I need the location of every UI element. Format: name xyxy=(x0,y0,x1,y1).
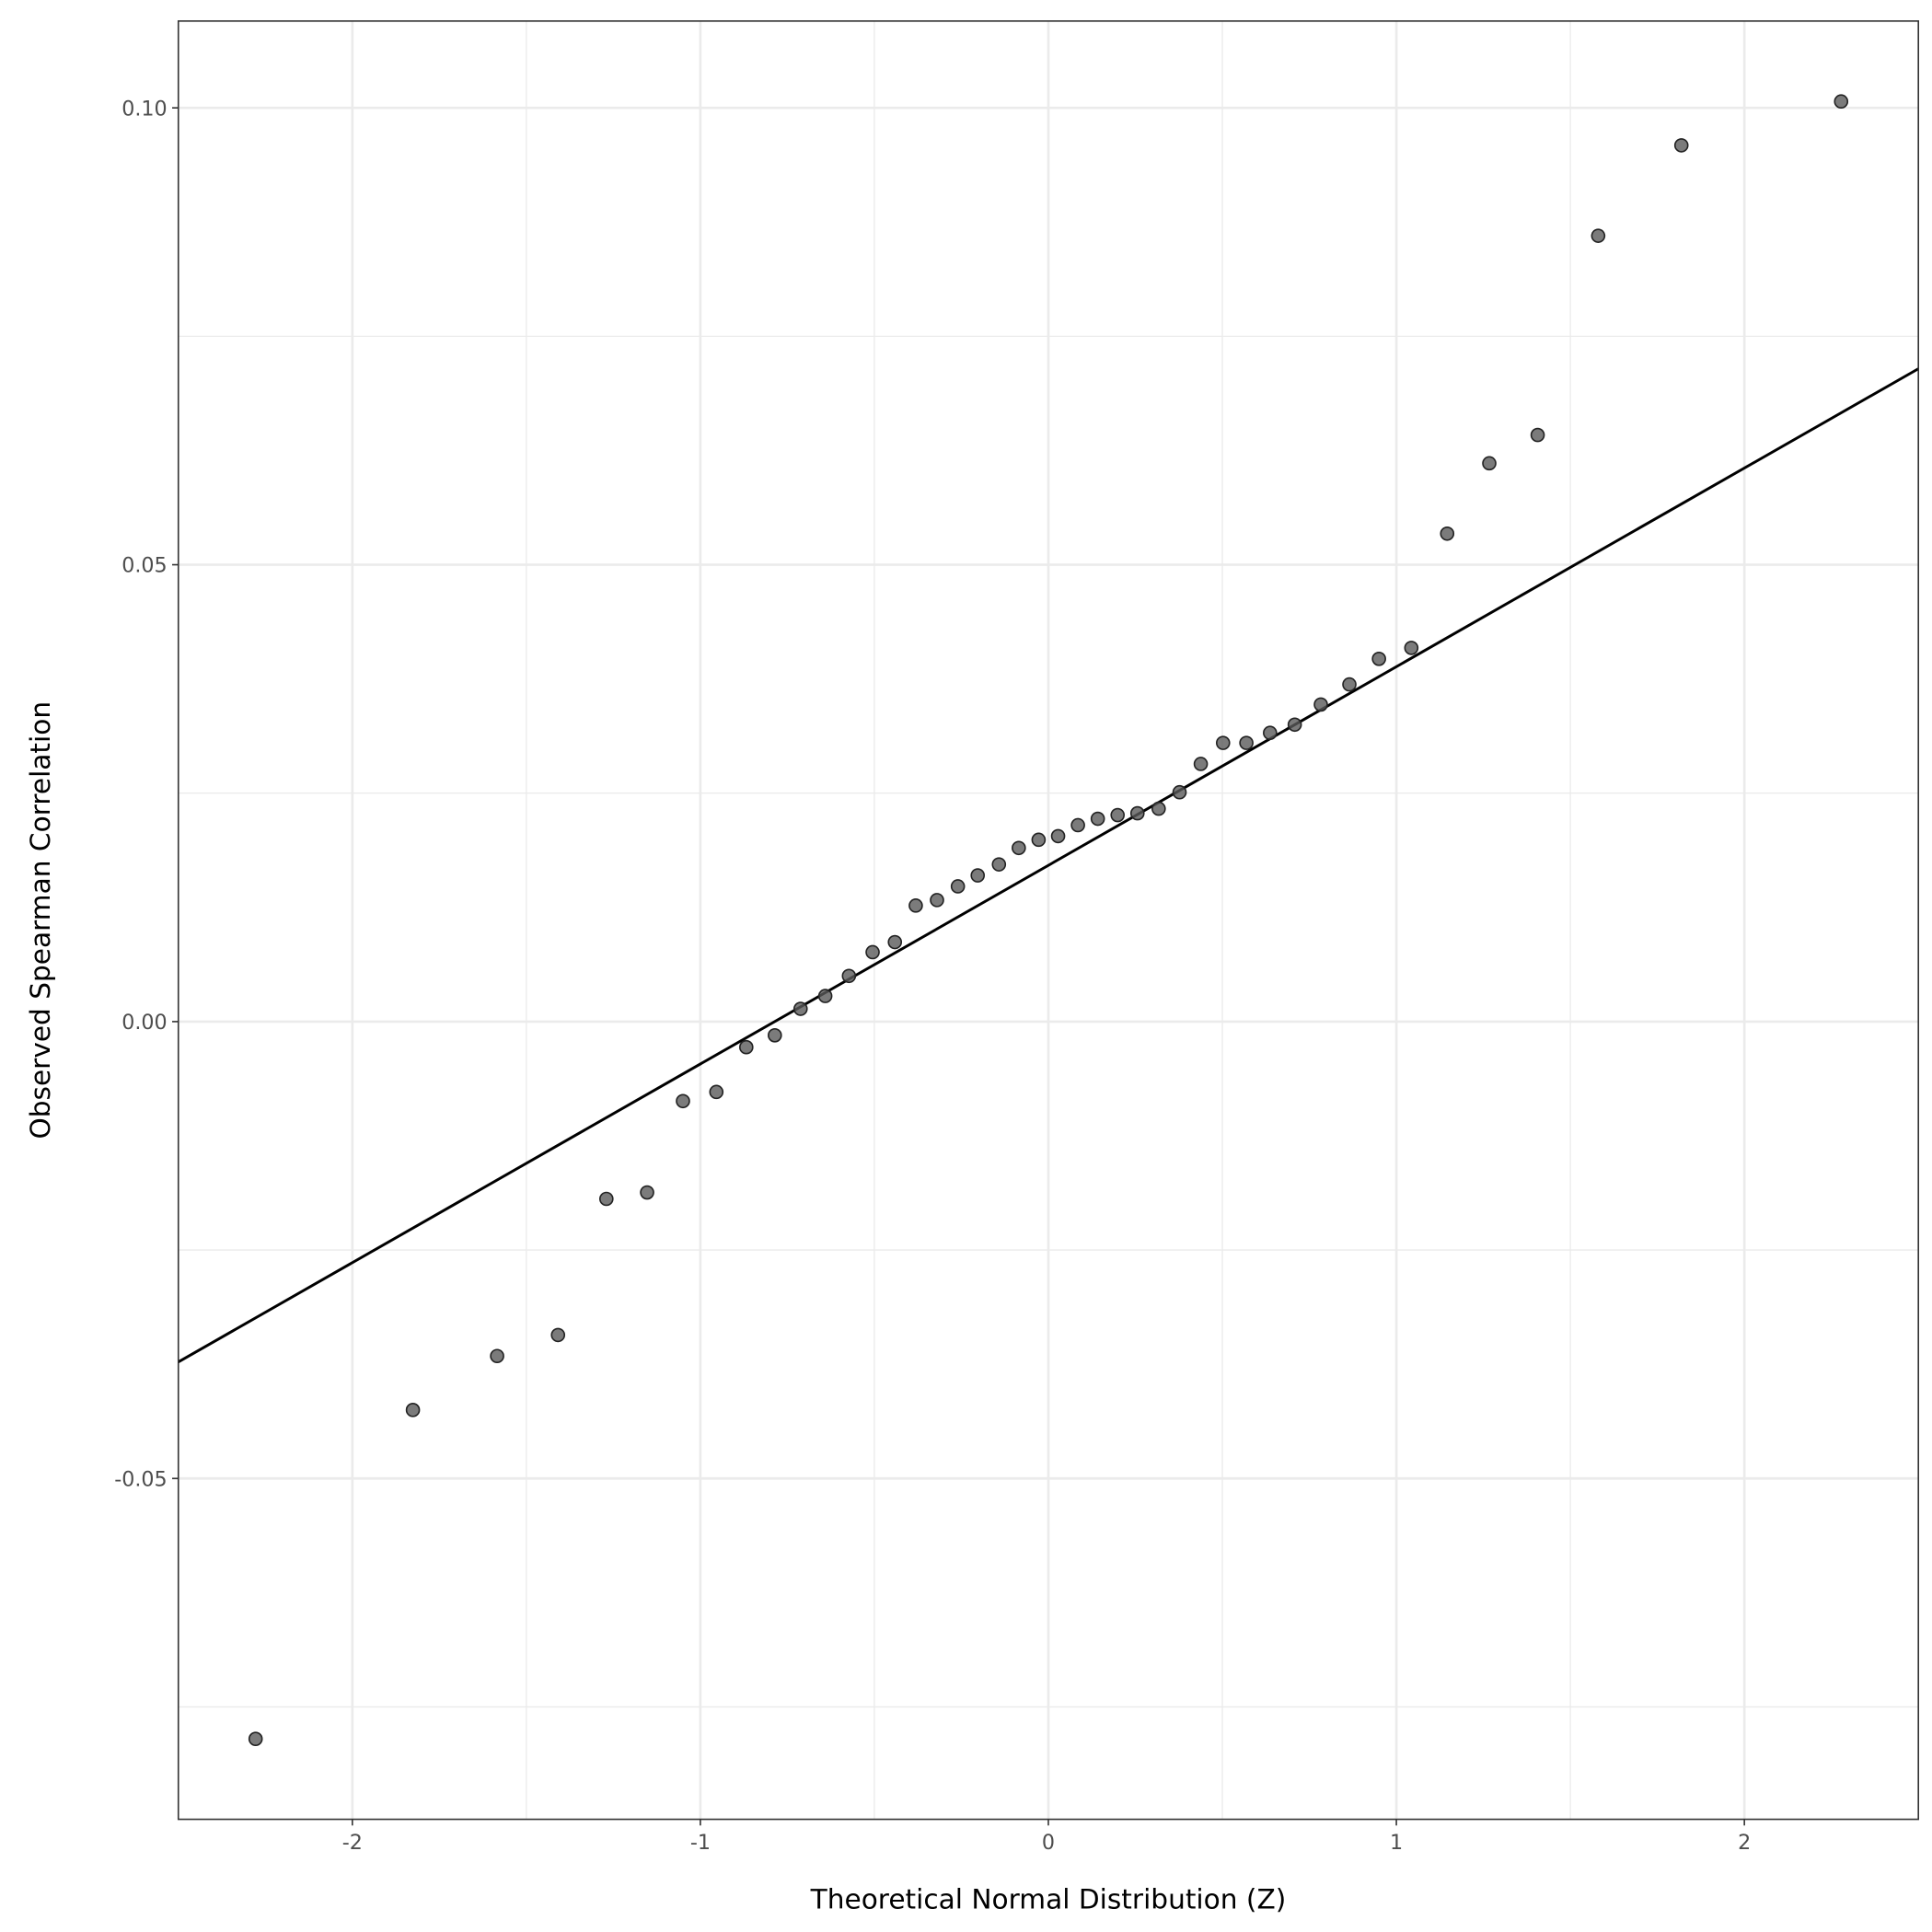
marks xyxy=(178,94,1919,1747)
y-tick-label: 0.05 xyxy=(121,554,167,578)
point xyxy=(1342,677,1357,692)
point xyxy=(1591,228,1606,243)
point xyxy=(640,1185,654,1200)
point xyxy=(1239,735,1254,750)
point xyxy=(1050,828,1066,844)
point xyxy=(1193,757,1209,771)
point xyxy=(248,1731,263,1747)
point xyxy=(1110,807,1126,823)
point xyxy=(1482,456,1497,471)
point xyxy=(550,1327,566,1343)
point xyxy=(1129,805,1145,821)
y-tick-label: 0.10 xyxy=(121,97,167,121)
grid xyxy=(178,20,1919,1820)
point xyxy=(1151,801,1166,816)
point xyxy=(490,1348,504,1364)
point xyxy=(865,944,880,960)
point xyxy=(738,1039,754,1055)
point xyxy=(1673,138,1689,153)
point xyxy=(1404,641,1419,655)
y-axis-title: Observed Spearman Correlation xyxy=(25,701,56,1140)
point xyxy=(908,898,923,913)
point xyxy=(405,1403,421,1417)
point xyxy=(970,868,986,883)
point xyxy=(1287,717,1302,733)
x-tick-label: -1 xyxy=(690,1831,711,1855)
point xyxy=(676,1093,690,1109)
y-tick-label: 0.00 xyxy=(121,1011,167,1035)
point xyxy=(1263,725,1278,741)
point xyxy=(767,1027,782,1043)
x-tick-label: 0 xyxy=(1042,1831,1055,1855)
x-tick-label: -2 xyxy=(342,1831,363,1855)
point xyxy=(1313,697,1328,712)
point xyxy=(1440,526,1455,541)
point xyxy=(1215,735,1231,750)
point xyxy=(841,968,857,984)
point xyxy=(709,1084,724,1100)
point xyxy=(1530,427,1545,443)
point xyxy=(1371,651,1386,666)
point xyxy=(1172,784,1187,800)
point xyxy=(792,1001,808,1016)
point xyxy=(1012,840,1026,856)
y-tick-label: -0.05 xyxy=(114,1467,167,1491)
point xyxy=(1834,94,1849,110)
point xyxy=(991,857,1007,872)
point xyxy=(1090,811,1105,827)
point xyxy=(930,893,944,908)
x-axis-title: Theoretical Normal Distribution (Z) xyxy=(810,1883,1287,1915)
x-tick-label: 1 xyxy=(1390,1831,1403,1855)
point xyxy=(1070,817,1085,833)
reference-line xyxy=(178,367,1919,1363)
x-tick-label: 2 xyxy=(1738,1831,1751,1855)
point xyxy=(1031,832,1047,848)
point xyxy=(887,934,903,950)
point xyxy=(817,989,833,1003)
point xyxy=(598,1191,614,1207)
point xyxy=(950,879,966,894)
